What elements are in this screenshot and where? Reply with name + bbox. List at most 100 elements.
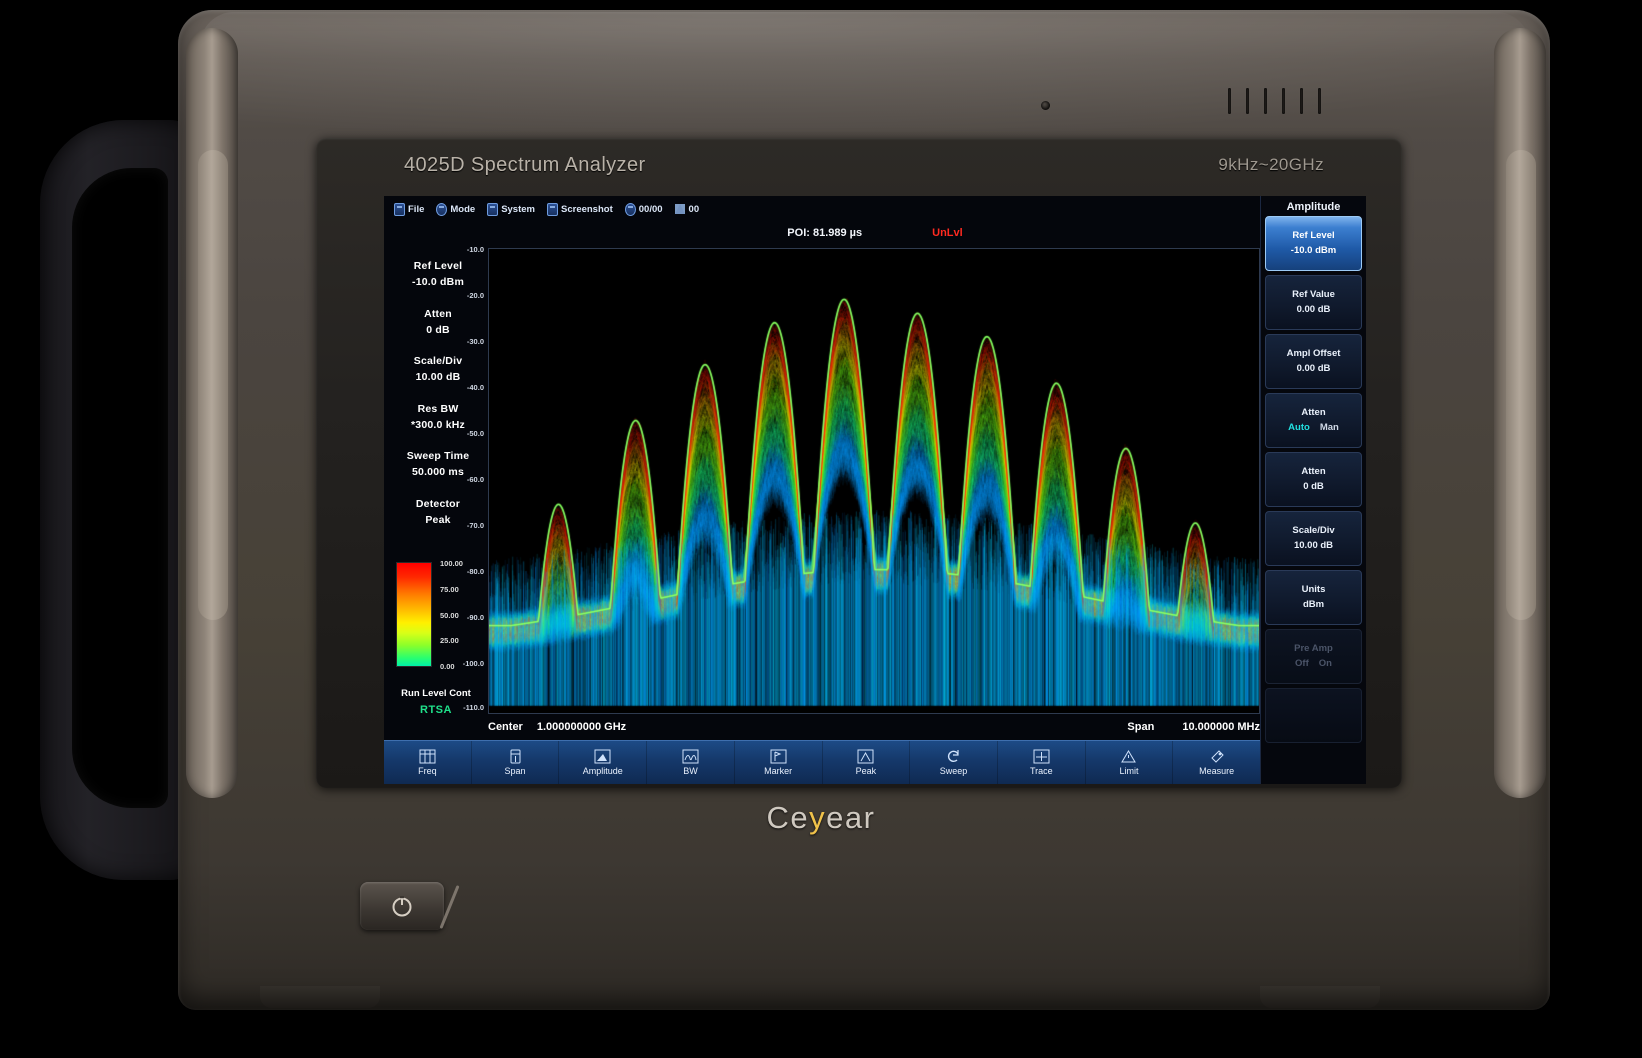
marker-icon bbox=[770, 749, 787, 764]
span-label: Span bbox=[1127, 721, 1154, 733]
menu-item-label: 00 bbox=[689, 204, 700, 215]
y-tick: -90.0 bbox=[444, 613, 484, 622]
vent-slot bbox=[1318, 88, 1321, 114]
softkey-label: Scale/Div bbox=[1292, 524, 1334, 538]
spectrum-trace-canvas bbox=[489, 249, 1260, 714]
colormap-bar bbox=[396, 562, 432, 667]
brand-logo-accent: y bbox=[809, 800, 826, 835]
toolbar-label: Marker bbox=[764, 766, 792, 776]
softkey-value: 0.00 dB bbox=[1297, 303, 1331, 317]
softkey-units[interactable]: Units dBm bbox=[1265, 570, 1362, 625]
softkey-panel: Amplitude Ref Level -10.0 dBm Ref Value … bbox=[1260, 196, 1366, 784]
softkey-empty bbox=[1265, 688, 1362, 743]
toolbar-button-limit[interactable]: Limit bbox=[1086, 741, 1174, 784]
span-icon bbox=[507, 749, 524, 764]
frequency-icon bbox=[419, 749, 436, 764]
toolbar-button-measure[interactable]: Measure bbox=[1173, 741, 1260, 784]
warning-icon bbox=[675, 203, 686, 216]
menu-item-label: System bbox=[501, 204, 535, 215]
menu-item-screenshot[interactable]: Screenshot bbox=[543, 199, 617, 219]
power-icon bbox=[389, 893, 415, 919]
mode-icon bbox=[436, 203, 447, 216]
menu-item-file[interactable]: File bbox=[390, 199, 428, 219]
softkey-value: 0 dB bbox=[1303, 480, 1324, 494]
softkey-value: dBm bbox=[1303, 598, 1324, 612]
status-badge: UnLvl bbox=[932, 227, 963, 239]
toolbar-button-amplitude[interactable]: Amplitude bbox=[559, 741, 647, 784]
save-icon bbox=[625, 203, 636, 216]
sweep-icon bbox=[945, 749, 962, 764]
toolbar-label: Peak bbox=[856, 766, 877, 776]
y-axis-labels: -10.0 -20.0 -30.0 -40.0 -50.0 -60.0 -70.… bbox=[444, 248, 488, 714]
softkey-ref-level[interactable]: Ref Level -10.0 dBm bbox=[1265, 216, 1362, 271]
softkey-pre-amp: Pre Amp Off On bbox=[1265, 629, 1362, 684]
softkey-ref-value[interactable]: Ref Value 0.00 dB bbox=[1265, 275, 1362, 330]
vent-slot bbox=[1264, 88, 1267, 114]
toolbar-label: Trace bbox=[1030, 766, 1053, 776]
softkey-toggle-man[interactable]: Man bbox=[1320, 421, 1339, 435]
toolbar-label: Span bbox=[505, 766, 526, 776]
y-tick: -110.0 bbox=[444, 703, 484, 712]
poi-readout: POI: 81.989 µs bbox=[787, 227, 862, 239]
softkey-toggle-off: Off bbox=[1295, 657, 1309, 671]
span-value[interactable]: 10.000000 MHz bbox=[1182, 721, 1260, 733]
menu-bar: File Mode System Screenshot 00/00 00 bbox=[384, 196, 1366, 222]
softkey-label: Pre Amp bbox=[1294, 642, 1333, 656]
center-frequency-label: Center bbox=[488, 721, 523, 733]
softkey-scale-div[interactable]: Scale/Div 10.00 dB bbox=[1265, 511, 1362, 566]
toolbar-label: Measure bbox=[1199, 766, 1234, 776]
toolbar-button-peak[interactable]: Peak bbox=[823, 741, 911, 784]
toolbar-button-marker[interactable]: Marker bbox=[735, 741, 823, 784]
y-tick: -40.0 bbox=[444, 383, 484, 392]
softkey-label: Ref Level bbox=[1292, 229, 1334, 243]
measure-icon bbox=[1208, 749, 1225, 764]
lcd-screen[interactable]: File Mode System Screenshot 00/00 00 bbox=[384, 196, 1366, 784]
title-row: POI: 81.989 µs UnLvl bbox=[384, 222, 1366, 244]
y-tick: -20.0 bbox=[444, 291, 484, 300]
bandwidth-icon bbox=[682, 749, 699, 764]
amplitude-icon bbox=[594, 749, 611, 764]
toolbar-button-sweep[interactable]: Sweep bbox=[910, 741, 998, 784]
bumper-inner-left bbox=[198, 150, 228, 620]
softkey-label: Atten bbox=[1301, 465, 1325, 479]
softkey-toggle-auto[interactable]: Auto bbox=[1288, 421, 1310, 435]
softkey-atten-value[interactable]: Atten 0 dB bbox=[1265, 452, 1362, 507]
toolbar-label: BW bbox=[683, 766, 698, 776]
center-frequency-value[interactable]: 1.000000000 GHz bbox=[537, 721, 626, 733]
menu-item-warning[interactable]: 00 bbox=[671, 199, 704, 219]
y-tick: -60.0 bbox=[444, 475, 484, 484]
menu-item-system[interactable]: System bbox=[483, 199, 539, 219]
softkey-atten-mode[interactable]: Atten Auto Man bbox=[1265, 393, 1362, 448]
chassis-foot bbox=[1260, 986, 1380, 1008]
menu-item-mode[interactable]: Mode bbox=[432, 199, 479, 219]
frequency-range-label: 9kHz~20GHz bbox=[1218, 155, 1324, 175]
trace-icon bbox=[1033, 749, 1050, 764]
toolbar-button-freq[interactable]: Freq bbox=[384, 741, 472, 784]
y-tick: -80.0 bbox=[444, 567, 484, 576]
screenshot-root: 4025D Spectrum Analyzer 9kHz~20GHz File … bbox=[0, 0, 1642, 1058]
menu-item-save[interactable]: 00/00 bbox=[621, 199, 667, 219]
vent-slot bbox=[1282, 88, 1285, 114]
softkey-label: Units bbox=[1302, 583, 1326, 597]
power-button[interactable] bbox=[360, 882, 444, 930]
toolbar-button-span[interactable]: Span bbox=[472, 741, 560, 784]
peak-icon bbox=[857, 749, 874, 764]
y-tick: -10.0 bbox=[444, 245, 484, 254]
brand-logo-prefix: Ce bbox=[767, 800, 810, 835]
limit-icon bbox=[1120, 749, 1137, 764]
softkey-ampl-offset[interactable]: Ampl Offset 0.00 dB bbox=[1265, 334, 1362, 389]
y-tick: -100.0 bbox=[444, 659, 484, 668]
softkey-toggle-on: On bbox=[1319, 657, 1332, 671]
y-tick: -30.0 bbox=[444, 337, 484, 346]
toolbar-label: Limit bbox=[1119, 766, 1138, 776]
menu-item-label: Screenshot bbox=[561, 204, 613, 215]
toolbar-button-trace[interactable]: Trace bbox=[998, 741, 1086, 784]
toolbar-button-bw[interactable]: BW bbox=[647, 741, 735, 784]
spectrum-graph[interactable] bbox=[488, 248, 1260, 714]
toolbar-label: Freq bbox=[418, 766, 437, 776]
bumper-inner-right bbox=[1506, 150, 1536, 620]
status-led bbox=[1041, 101, 1050, 110]
brand-logo: Ceyear bbox=[0, 800, 1642, 836]
softkey-label: Atten bbox=[1301, 406, 1325, 420]
softkey-panel-title: Amplitude bbox=[1265, 198, 1362, 216]
